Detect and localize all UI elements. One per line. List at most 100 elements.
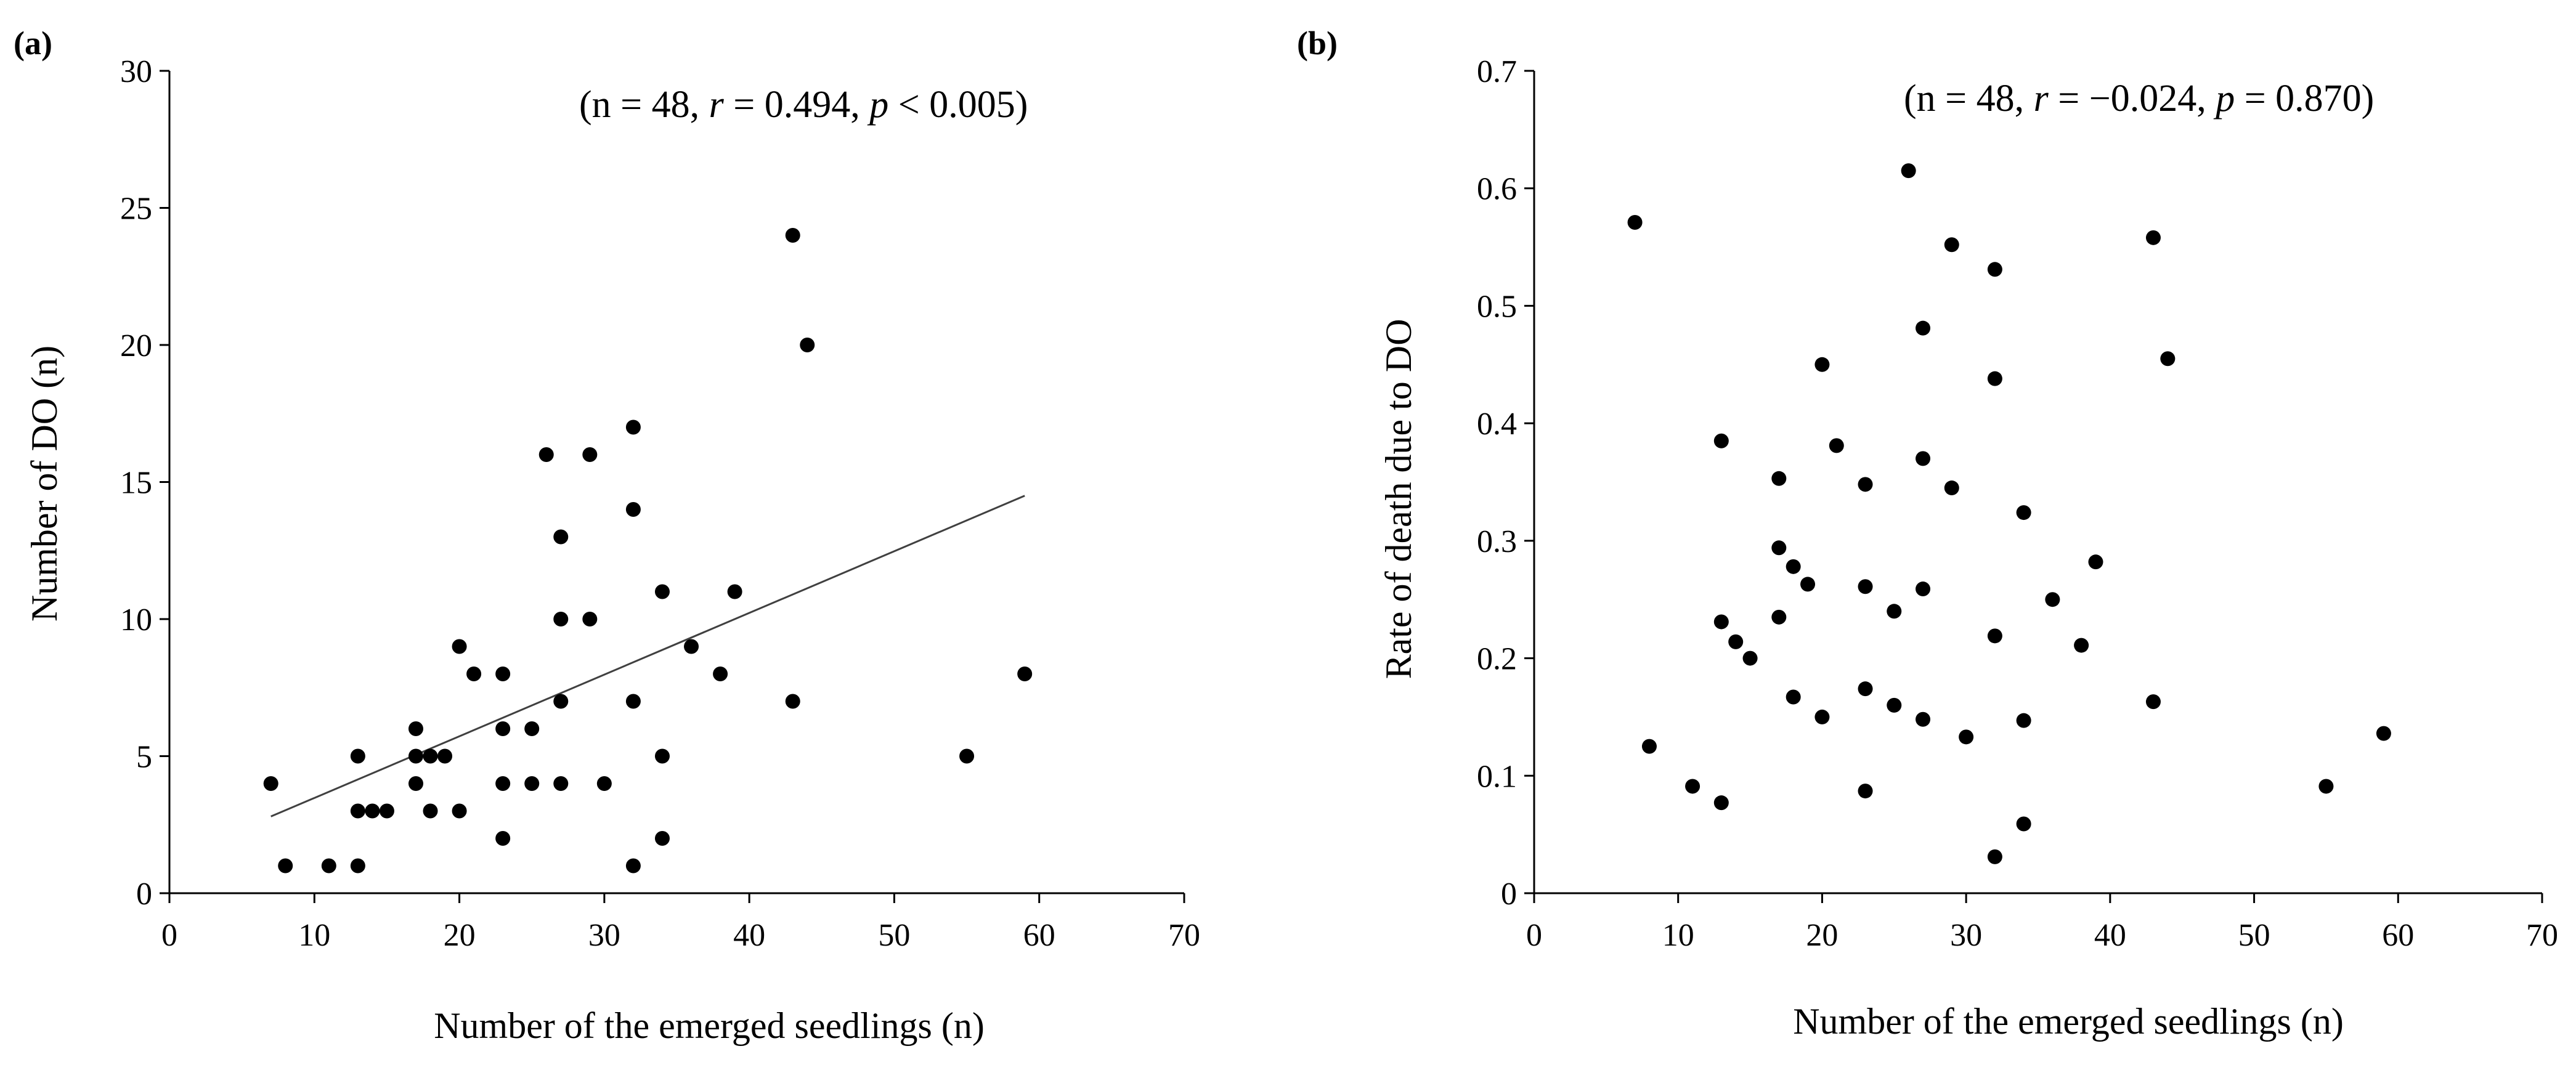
panel-b-y-tick-label: 0.3 <box>1477 524 1517 559</box>
panel-a-data-point <box>495 721 511 736</box>
panel-b-data-point <box>1713 795 1729 811</box>
panel-b-data-point <box>1887 697 1902 713</box>
panel-b-data-point <box>1916 582 1931 597</box>
panel-a-stat-open: (n = 48, <box>579 84 709 126</box>
panel-a-data-point <box>365 803 380 819</box>
panel-b-data-point <box>2088 554 2103 570</box>
panel-a-x-tick-label: 30 <box>588 918 620 953</box>
panel-b-data-point <box>1916 711 1931 727</box>
panel-a-x-tick-label: 40 <box>733 918 765 953</box>
panel-a-data-point <box>553 694 569 709</box>
panel-a-data-point <box>350 748 365 764</box>
panel-b-data-point <box>1814 709 1830 724</box>
panel-b-data-point <box>1771 540 1787 556</box>
panel-a-data-point <box>263 776 278 791</box>
panel-a-data-point <box>423 748 438 764</box>
panel-b-data-point <box>2145 694 2161 710</box>
panel-a-data-point <box>582 612 598 626</box>
panel-a-data-point <box>524 776 540 791</box>
panel-a-y-axis-title: Number of DO (n) <box>24 346 65 622</box>
panel-a-data-point <box>350 803 365 819</box>
panel-a-data-point <box>278 858 293 873</box>
panel-a-y-tick-label: 30 <box>120 54 152 89</box>
panel-a-trendline <box>270 495 1025 817</box>
panel-b-data-point <box>1916 451 1931 466</box>
panel-b-data-point <box>1713 614 1729 630</box>
panel-a-data-point <box>582 447 598 462</box>
panel-a-x-tick-label: 50 <box>878 918 910 953</box>
panel-b-stat-p-value: = 0.870) <box>2235 78 2374 120</box>
panel-a-data-point <box>350 858 365 873</box>
panel-a-data-point <box>1017 667 1033 681</box>
panel-a-data-point <box>408 721 423 736</box>
panel-a-x-axis-title: Number of the emerged seedlings (n) <box>434 1005 985 1046</box>
panel-a-data-point <box>625 694 641 709</box>
panel-b-stat-r-symbol: r <box>2034 78 2049 120</box>
panel-b-data-point <box>1829 438 1844 453</box>
panel-b-x-tick-label: 0 <box>1526 918 1542 953</box>
panel-b-data-point <box>1858 681 1873 697</box>
panel-b-y-tick-label: 0.5 <box>1477 289 1517 324</box>
panel-b-data-point <box>1858 477 1873 492</box>
panel-b-data-point <box>1814 357 1830 372</box>
panel-a-data-point <box>437 748 453 764</box>
panel-a-data-point <box>654 831 670 846</box>
panel-b-data-point <box>2016 816 2031 832</box>
panel-b-data-point <box>1858 784 1873 799</box>
panel-a-data-point <box>800 338 815 352</box>
panel-b-data-point <box>1944 480 1959 496</box>
panel-b-data-point <box>1944 237 1959 253</box>
panel-a-x-tick-label: 10 <box>298 918 330 953</box>
panel-a-x-tick-label: 0 <box>161 918 177 953</box>
panel-b-data-point <box>1786 559 1801 574</box>
panel-a-y-tick-label: 15 <box>120 466 152 501</box>
panel-a-label: (a) <box>14 25 52 62</box>
panel-a-data-point <box>785 694 800 709</box>
panel-a-data-point <box>321 858 336 873</box>
panel-a-data-point <box>727 584 742 599</box>
panel-a-stat-p-value: < 0.005) <box>888 84 1028 126</box>
panel-b-x-tick-label: 10 <box>1662 918 1694 953</box>
panel-b-data-point <box>1641 739 1657 754</box>
panel-b-data-point <box>1800 577 1816 592</box>
panel-a-y-tick-label: 5 <box>136 740 152 775</box>
panel-b-data-point <box>1728 634 1744 649</box>
panel-b-data-point <box>1987 849 2002 864</box>
panel-b-data-point <box>1901 163 1916 179</box>
panel-b-data-point <box>1959 729 1974 745</box>
panel-b-y-tick-label: 0.2 <box>1477 642 1517 677</box>
panel-b-x-tick-label: 40 <box>2094 918 2126 953</box>
panel-b-data-point <box>1987 262 2002 277</box>
panel-b-x-axis-title: Number of the emerged seedlings (n) <box>1793 1001 2344 1042</box>
panel-b-data-point <box>1858 579 1873 594</box>
panel-a-data-point <box>408 776 423 791</box>
panel-a-x-tick-label: 70 <box>1168 918 1200 953</box>
panel-b-data-point <box>1987 628 2002 644</box>
panel-b-data-point <box>1685 779 1700 794</box>
panel-b-data-point <box>2376 726 2391 741</box>
panel-b-data-point <box>2016 713 2031 728</box>
panel-b-y-tick-label: 0.1 <box>1477 759 1517 794</box>
panel-b-y-tick-label: 0.4 <box>1477 407 1517 442</box>
panel-a-data-point <box>495 776 511 791</box>
panel-a-data-point <box>495 667 511 681</box>
panel-b-data-point <box>1987 371 2002 386</box>
panel-a-stat-r-value: = 0.494, <box>724 84 869 126</box>
panel-a-data-point <box>423 803 438 819</box>
panel-b-y-axis-title: Rate of death due to DO <box>1378 319 1419 679</box>
panel-b-data-point <box>2160 351 2176 367</box>
panel-a-stat-annotation: (n = 48, r = 0.494, p < 0.005) <box>579 84 1028 126</box>
panel-a-data-point <box>713 667 728 681</box>
panel-b-data-point <box>2074 638 2089 653</box>
panel-b-data-point <box>2045 592 2060 607</box>
panel-a-chart: (a) (n = 48, r = 0.494, p < 0.005) Numbe… <box>14 25 1200 1046</box>
panel-a-x-tick-label: 20 <box>444 918 476 953</box>
panel-a-y-tick-label: 20 <box>120 328 152 363</box>
panel-a-data-point <box>625 858 641 873</box>
panel-b-data-point <box>1742 651 1758 666</box>
panel-b-data-point <box>1887 604 1902 619</box>
panel-a-data-point <box>452 803 467 819</box>
panel-a-data-point <box>654 584 670 599</box>
panel-a-data-point <box>959 748 975 764</box>
